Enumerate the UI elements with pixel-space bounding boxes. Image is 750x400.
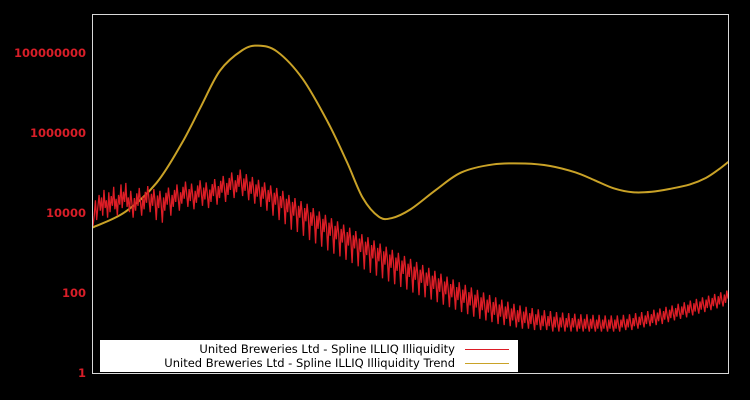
chart-legend: United Breweries Ltd - Spline ILLIQ Illi… [100,340,518,372]
illiq-line-series [93,169,728,332]
legend-swatch-trend [465,362,509,364]
plot-area [92,14,729,374]
y-tick-label: 100 [61,286,86,300]
legend-entry-trend: United Breweries Ltd - Spline ILLIQ Illi… [101,356,517,370]
y-axis: 100000000 1000000 10000 100 1 [0,0,86,400]
legend-label-illiquidity: United Breweries Ltd - Spline ILLIQ Illi… [199,342,455,356]
series-svg [93,44,728,332]
trend-line-series [93,44,728,229]
y-tick-label: 1000000 [29,126,86,140]
y-tick-label: 10000 [45,206,86,220]
legend-entry-illiquidity: United Breweries Ltd - Spline ILLIQ Illi… [101,342,517,356]
legend-label-trend: United Breweries Ltd - Spline ILLIQ Illi… [164,356,455,370]
legend-swatch-illiquidity [465,348,509,350]
y-tick-label: 1 [77,366,86,380]
y-tick-label: 100000000 [13,46,86,60]
